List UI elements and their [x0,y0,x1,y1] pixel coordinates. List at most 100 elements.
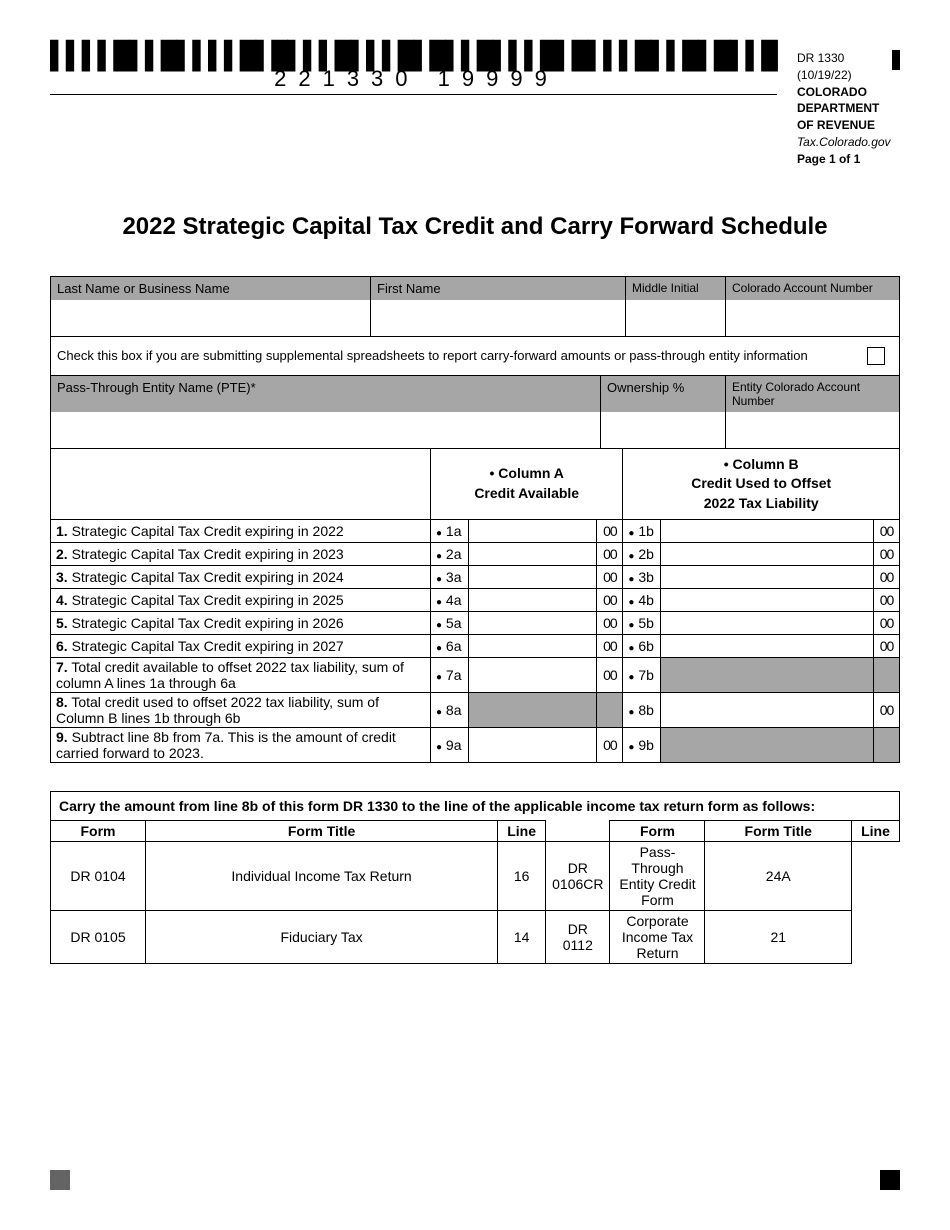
marker-b: ● 1b [623,520,661,543]
zz-a: 00 [597,566,623,589]
zz-b: 00 [874,589,900,612]
carry-cell: Pass-Through Entity Credit Form [610,842,705,911]
row-desc: 6. Strategic Capital Tax Credit expiring… [51,635,431,658]
amount-a-input[interactable] [469,658,597,693]
amount-b-input [661,728,874,763]
carry-cell: DR 0104 [51,842,146,911]
amount-b-input[interactable] [661,520,874,543]
carry-header: Form Title [146,821,498,842]
marker-a: ● 7a [431,658,469,693]
marker-b: ● 7b [623,658,661,693]
marker-a: ● 8a [431,693,469,728]
amount-a-input[interactable] [469,520,597,543]
zz-a: 00 [597,658,623,693]
col-a-header: • Column A Credit Available [431,449,623,520]
marker-b: ● 3b [623,566,661,589]
marker-b: ● 6b [623,635,661,658]
corner-marker-bl [50,1170,70,1190]
amount-a-input[interactable] [469,543,597,566]
amount-b-input[interactable] [661,543,874,566]
carry-cell: Fiduciary Tax [146,911,498,964]
gap-col [546,821,610,842]
zz-b: 00 [874,520,900,543]
zz-a [597,693,623,728]
amount-a-input[interactable] [469,635,597,658]
marker-b: ● 9b [623,728,661,763]
amount-b-input[interactable] [661,635,874,658]
corner-marker-br [880,1170,900,1190]
zz-b [874,658,900,693]
carry-cell: Individual Income Tax Return [146,842,498,911]
marker-a: ● 6a [431,635,469,658]
page-indicator: Page 1 of 1 [797,151,892,168]
site-url: Tax.Colorado.gov [797,134,892,151]
carry-cell: 16 [498,842,546,911]
supplemental-checkbox[interactable] [867,347,885,365]
corner-marker-tr [892,50,900,70]
zz-a: 00 [597,589,623,612]
carry-header: Form [610,821,705,842]
zz-b: 00 [874,693,900,728]
marker-b: ● 5b [623,612,661,635]
form-body: Last Name or Business Name First Name Mi… [0,276,950,965]
amount-a-input[interactable] [469,589,597,612]
row-desc: 2. Strategic Capital Tax Credit expiring… [51,543,431,566]
carry-forward-box: Carry the amount from line 8b of this fo… [50,791,900,964]
row-desc: 4. Strategic Capital Tax Credit expiring… [51,589,431,612]
last-name-input[interactable] [51,300,371,336]
mi-input[interactable] [626,300,726,336]
carry-cell: DR 0112 [546,911,610,964]
credit-table: • Column A Credit Available • Column B C… [50,449,900,764]
carry-header: Form Title [705,821,852,842]
page-header: ▌▌▌▌█▌▌█▌▌▌▌█▌█▌▌▌█▌▌▌█▌█▌▌█▌▌▌█▌█▌▌▌█▌▌… [0,0,950,168]
marker-a: ● 4a [431,589,469,612]
zz-a: 00 [597,728,623,763]
first-name-input[interactable] [371,300,626,336]
pte-input[interactable] [51,412,601,448]
amount-a-input [469,693,597,728]
barcode-block: ▌▌▌▌█▌▌█▌▌▌▌█▌█▌▌▌█▌▌▌█▌█▌▌█▌▌▌█▌█▌▌▌█▌▌… [50,50,777,95]
zz-a: 00 [597,543,623,566]
zz-a: 00 [597,520,623,543]
checkbox-label: Check this box if you are submitting sup… [57,348,808,363]
marker-a: ● 9a [431,728,469,763]
marker-b: ● 4b [623,589,661,612]
row-desc: 8. Total credit used to offset 2022 tax … [51,693,431,728]
checkbox-section: Check this box if you are submitting sup… [50,337,900,376]
amount-b-input[interactable] [661,566,874,589]
amount-b-input[interactable] [661,589,874,612]
mi-label: Middle Initial [626,277,726,300]
entity-acct-input[interactable] [726,412,899,448]
carry-cell: Corporate Income Tax Return [610,911,705,964]
row-desc: 7. Total credit available to offset 2022… [51,658,431,693]
form-code: DR 1330 (10/19/22) [797,50,892,84]
ownership-input[interactable] [601,412,726,448]
amount-b-input[interactable] [661,612,874,635]
amount-a-input[interactable] [469,728,597,763]
amount-a-input[interactable] [469,612,597,635]
carry-header: Line [852,821,900,842]
carry-header: Form [51,821,146,842]
marker-a: ● 1a [431,520,469,543]
zz-a: 00 [597,612,623,635]
row-desc: 1. Strategic Capital Tax Credit expiring… [51,520,431,543]
pte-section: Pass-Through Entity Name (PTE)* Ownershi… [50,376,900,449]
carry-header: Line [498,821,546,842]
carry-cell: 24A [705,842,852,911]
amount-a-input[interactable] [469,566,597,589]
marker-a: ● 3a [431,566,469,589]
carry-cell: 14 [498,911,546,964]
marker-b: ● 2b [623,543,661,566]
entity-acct-label: Entity Colorado Account Number [726,376,899,412]
carry-table: FormForm TitleLineFormForm TitleLine DR … [50,820,900,964]
acct-input[interactable] [726,300,899,336]
amount-b-input[interactable] [661,693,874,728]
zz-b: 00 [874,612,900,635]
last-name-label: Last Name or Business Name [51,277,371,300]
row-desc: 3. Strategic Capital Tax Credit expiring… [51,566,431,589]
marker-a: ● 2a [431,543,469,566]
dept-name: COLORADO DEPARTMENT OF REVENUE [797,84,892,134]
carry-cell: DR 0105 [51,911,146,964]
zz-b: 00 [874,635,900,658]
first-name-label: First Name [371,277,626,300]
